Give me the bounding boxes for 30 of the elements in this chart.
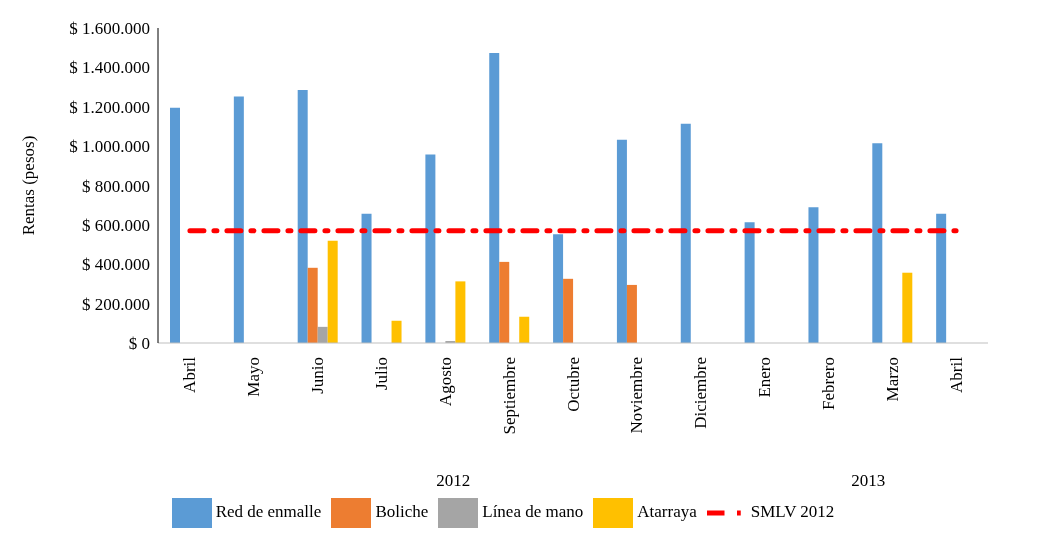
x-tick-label: Octubre <box>563 357 583 412</box>
y-tick-label: $ 600.000 <box>82 215 150 235</box>
x-tick-label: Mayo <box>244 357 264 397</box>
y-tick-label: $ 200.000 <box>82 294 150 314</box>
legend-label: Atarraya <box>637 501 697 521</box>
x-tick-label: Enero <box>755 357 775 398</box>
x-tick-label: Marzo <box>882 357 902 402</box>
legend-label: Línea de mano <box>482 501 584 521</box>
legend-label: SMLV 2012 <box>750 501 835 521</box>
x-tick-label: Abril <box>946 356 966 393</box>
legend-label: Boliche <box>375 501 429 521</box>
y-tick-label: $ 800.000 <box>82 176 150 196</box>
y-tick-label: $ 1.600.000 <box>69 19 150 39</box>
y-tick-label: $ 1.400.000 <box>69 58 150 78</box>
y-axis-title: Rentas (pesos) <box>19 135 39 236</box>
y-tick-label: $ 400.000 <box>82 255 150 275</box>
legend-label: Red de enmalle <box>215 501 322 521</box>
x-tick-label: Febrero <box>818 357 838 410</box>
text: 2013 <box>850 471 887 491</box>
x-tick-label: Julio <box>371 357 391 391</box>
x-tick-label: Abril <box>180 356 200 393</box>
y-tick-label: $ 1.000.000 <box>69 137 150 157</box>
x-tick-label: Agosto <box>435 357 455 407</box>
x-tick-label: Noviembre <box>627 357 647 434</box>
x-tick-label: Septiembre <box>499 357 519 435</box>
y-tick-label: $ 1.200.000 <box>69 97 150 117</box>
x-tick-label: Junio <box>308 357 328 394</box>
y-tick-label: $ 0 <box>128 334 150 354</box>
x-tick-label: Diciembre <box>691 357 711 429</box>
text: 2012 <box>435 471 472 491</box>
